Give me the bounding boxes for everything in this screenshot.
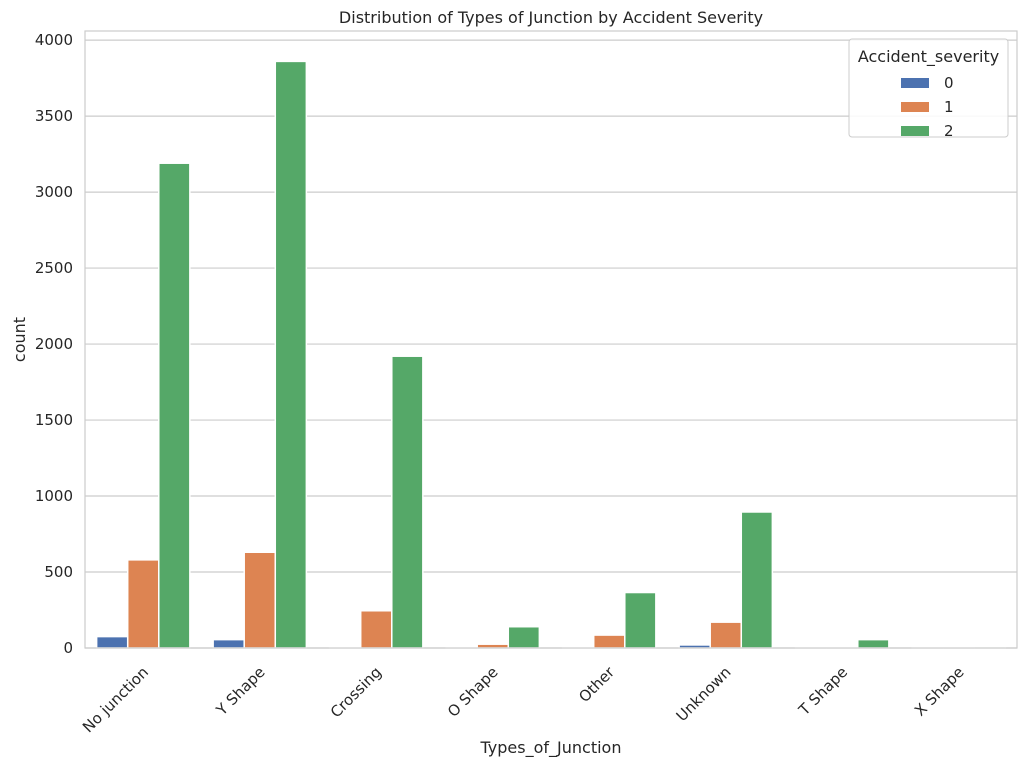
y-tick-label: 1500 <box>35 411 73 429</box>
bar-crossing-severity-1 <box>359 610 393 649</box>
x-tick-labels: No junction Y Shape Crossing O Shape Other Un… <box>79 663 968 737</box>
bar-y-shape-severity-1 <box>243 551 277 649</box>
y-tick-labels: 0 500 1000 1500 2000 2500 3000 3500 4000 <box>35 31 73 657</box>
x-tick-label: O Shape <box>444 663 502 721</box>
x-tick-label: Crossing <box>327 663 385 721</box>
bar-t-shape-severity-2 <box>857 638 890 649</box>
bar-no-junction-severity-0 <box>95 635 129 649</box>
bar-other-severity-2 <box>624 591 657 649</box>
bar-y-shape-severity-2 <box>274 60 308 649</box>
y-axis-title: count <box>10 317 29 362</box>
legend-swatch-2 <box>901 126 929 136</box>
y-tick-label: 3500 <box>35 107 73 125</box>
y-tick-label: 3000 <box>35 183 73 201</box>
x-axis-title: Types_of_Junction <box>480 738 622 758</box>
y-tick-label: 2500 <box>35 259 73 277</box>
x-tick-label: No junction <box>79 663 152 736</box>
legend-swatch-1 <box>901 102 929 112</box>
bar-o-shape-severity-2 <box>507 625 541 649</box>
x-tick-label: Other <box>575 663 618 706</box>
x-tick-label: X Shape <box>911 663 968 720</box>
bar-no-junction-severity-2 <box>158 162 191 649</box>
x-tick-label: T Shape <box>795 663 852 720</box>
bar-crossing-severity-2 <box>391 355 424 649</box>
legend: Accident_severity 0 1 2 <box>848 38 1009 140</box>
bar-other-severity-1 <box>592 634 626 649</box>
bar-y-shape-severity-0 <box>212 638 245 649</box>
y-tick-label: 4000 <box>35 31 73 49</box>
legend-label: 2 <box>944 122 954 140</box>
y-tick-label: 0 <box>63 639 73 657</box>
bar-unknown-severity-1 <box>709 621 743 649</box>
y-tick-label: 1000 <box>35 487 73 505</box>
plot-frame <box>84 30 1018 649</box>
bar-unknown-severity-2 <box>740 511 774 649</box>
chart-title: Distribution of Types of Junction by Acc… <box>339 8 763 27</box>
bar-no-junction-severity-1 <box>126 559 160 649</box>
legend-swatch-0 <box>901 78 929 88</box>
legend-title: Accident_severity <box>858 47 999 67</box>
x-tick-label: Unknown <box>673 663 735 725</box>
legend-label: 0 <box>944 74 954 92</box>
legend-label: 1 <box>944 98 954 116</box>
y-tick-label: 2000 <box>35 335 73 353</box>
x-tick-label: Y Shape <box>212 663 269 720</box>
bars <box>95 60 1007 649</box>
gridlines <box>85 39 1017 649</box>
y-tick-label: 500 <box>44 563 73 581</box>
